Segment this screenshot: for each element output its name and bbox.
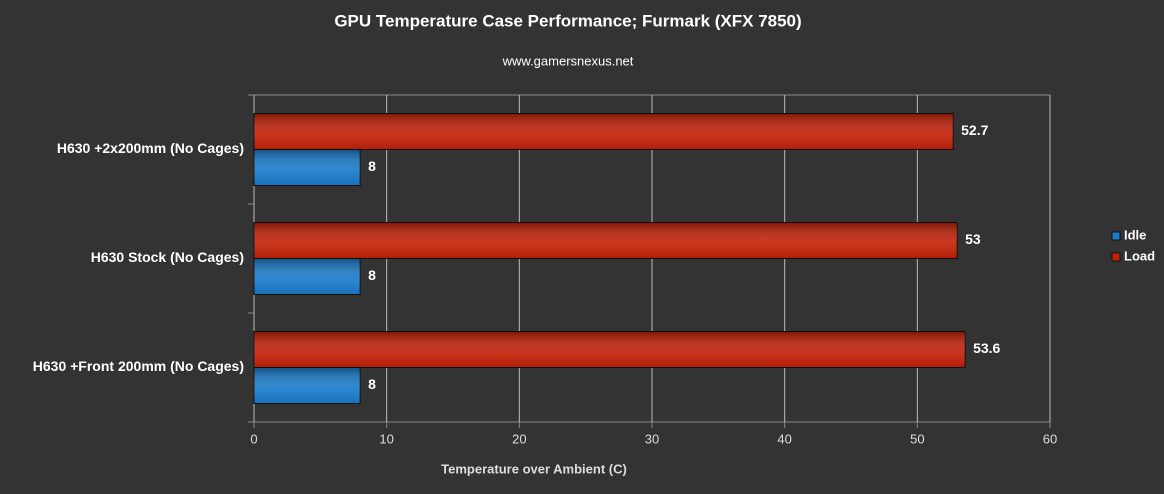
bar [253,258,361,295]
value-label: 52.7 [961,122,988,138]
y-tick-label: H630 Stock (No Cages) [91,249,244,265]
x-tick-label: 10 [379,431,393,446]
x-tick-label: 60 [1043,431,1057,446]
x-axis-label: Temperature over Ambient (C) [441,461,627,476]
x-tick-label: 50 [910,431,924,446]
value-label: 8 [368,158,376,174]
legend-swatch [1111,252,1121,262]
x-tick-label: 20 [512,431,526,446]
bar [253,367,361,404]
legend-label: Load [1124,248,1155,263]
y-tick-label: H630 +Front 200mm (No Cages) [33,358,244,374]
chart-subtitle: www.gamersnexus.net [502,53,634,68]
legend-swatch [1111,231,1121,241]
value-label: 8 [368,267,376,283]
x-tick-label: 40 [777,431,791,446]
bar [253,331,966,368]
value-label: 53 [965,231,981,247]
value-label: 53.6 [973,340,1000,356]
bar [253,113,954,150]
x-tick-label: 0 [250,431,257,446]
bar [253,149,361,186]
x-tick-label: 30 [645,431,659,446]
y-tick-label: H630 +2x200mm (No Cages) [57,140,244,156]
chart-title: GPU Temperature Case Performance; Furmar… [334,11,801,30]
bar [253,222,958,259]
legend-label: Idle [1124,227,1146,242]
value-label: 8 [368,376,376,392]
